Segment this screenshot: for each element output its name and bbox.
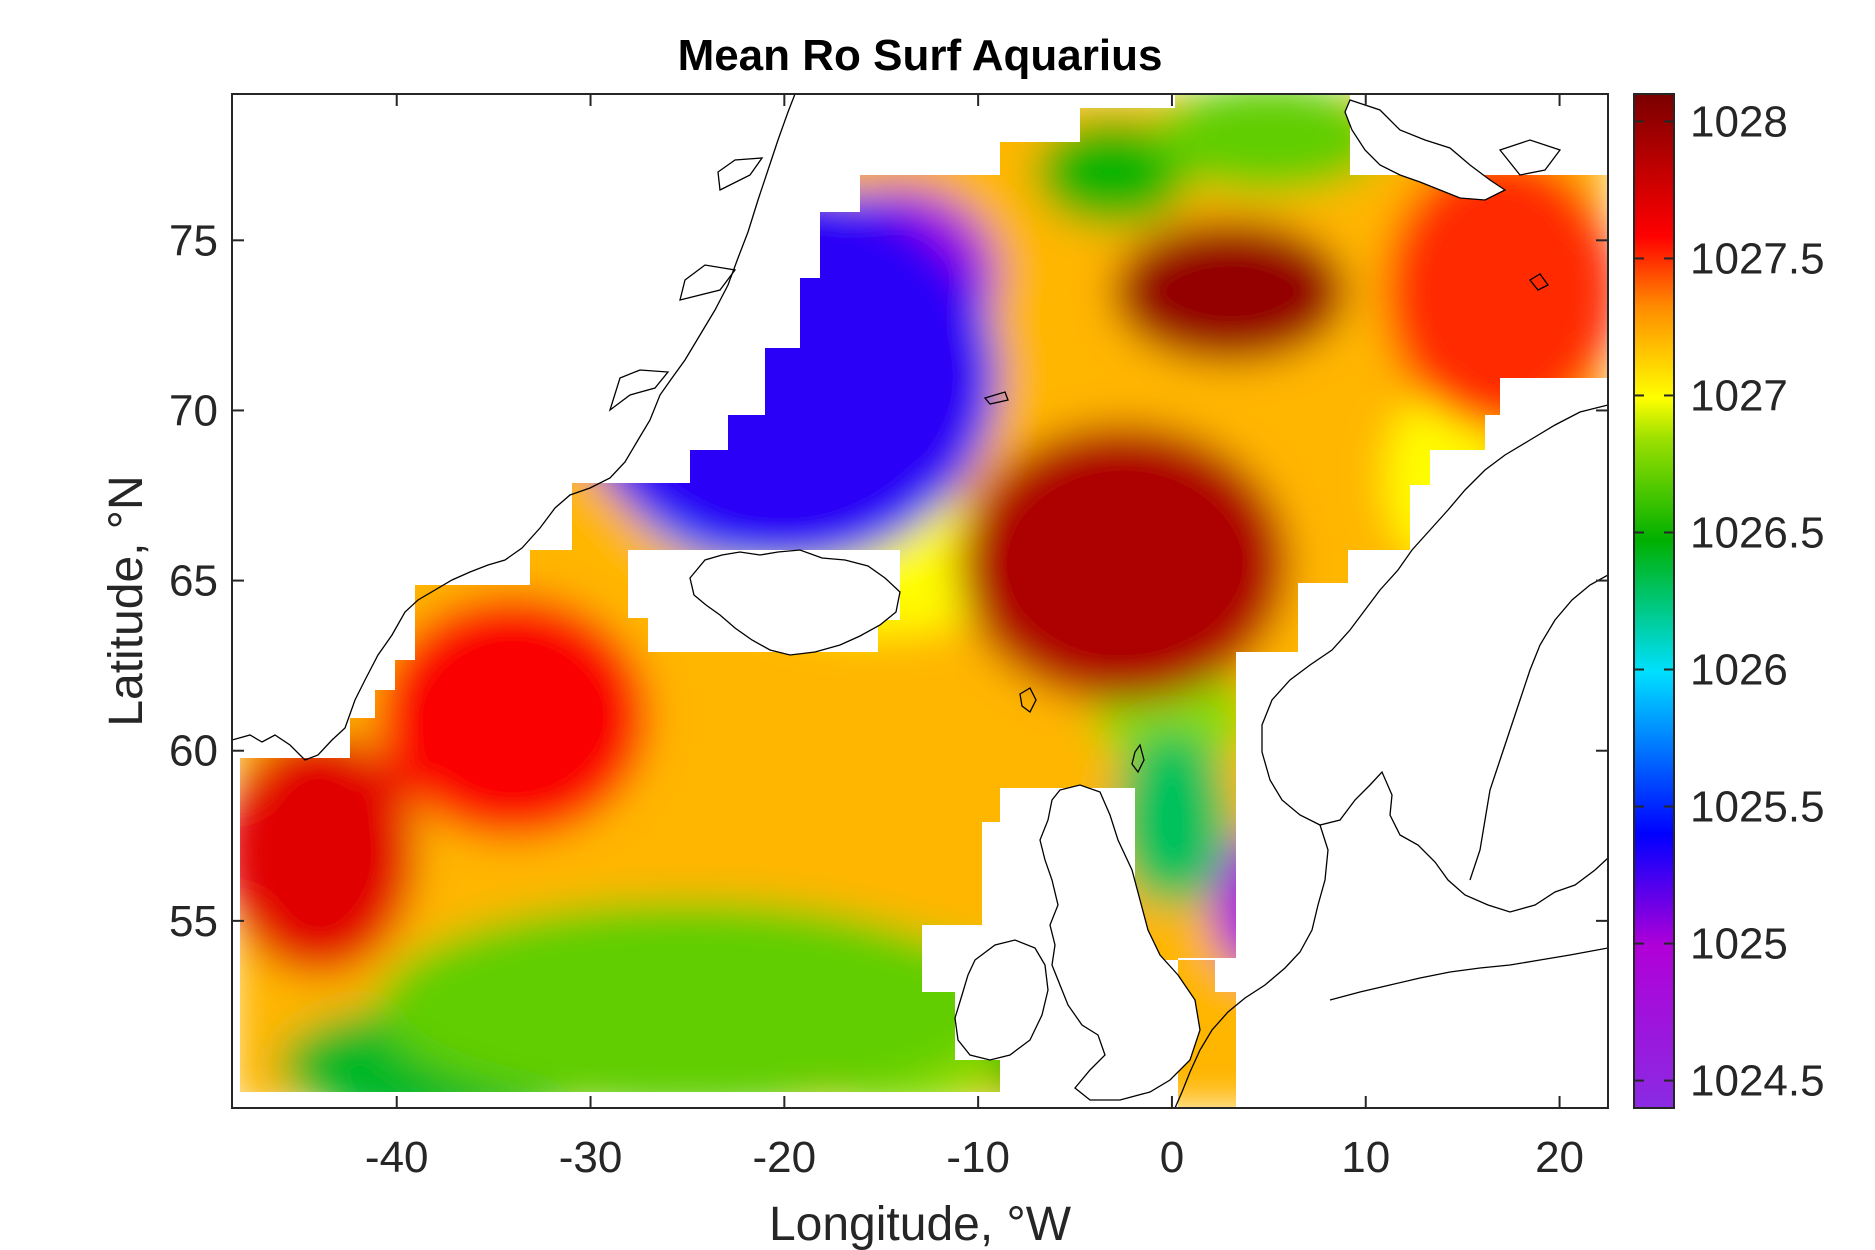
colorbar-tick-label: 1026 (1690, 646, 1788, 695)
field-region (376, 594, 650, 839)
x-tick-label: -20 (753, 1133, 817, 1182)
field-region (376, 900, 999, 1108)
y-axis-label: Latitude, °N (100, 475, 153, 726)
plot-frame (231, 93, 1609, 1109)
field-region (232, 730, 417, 975)
svalbard (1344, 99, 1507, 201)
colorbar-ticks: 1024.5 1025 1025.5 1026 1026.5 1027 1027.5 1028 (1634, 97, 1825, 1106)
colorbar-tick-label: 1025 (1690, 920, 1788, 969)
y-tick-label: 60 (169, 727, 218, 776)
y-tick-label: 70 (169, 386, 218, 435)
colorbar-tick-label: 1026.5 (1690, 508, 1825, 557)
x-tick-label: -40 (365, 1133, 429, 1182)
colorbar-tick-label: 1024.5 (1690, 1057, 1825, 1106)
field-region (958, 424, 1289, 703)
continent-coast (1174, 824, 1329, 1108)
y-tick-label: 55 (169, 897, 218, 946)
map-plot-area (232, 94, 1608, 1108)
x-tick-label: -10 (946, 1133, 1010, 1182)
field-region (667, 662, 960, 941)
x-axis: -40 -30 -20 -10 0 10 20 (365, 94, 1584, 1182)
greenland-coast (232, 94, 796, 761)
field-region (1384, 152, 1608, 431)
faroe (1019, 687, 1037, 713)
colorbar-tick-label: 1027 (1690, 371, 1788, 420)
x-tick-label: 10 (1341, 1133, 1390, 1182)
field-region (1113, 730, 1231, 907)
x-tick-label: -30 (559, 1133, 623, 1182)
coastlines (232, 94, 1608, 1108)
iceland (689, 549, 901, 656)
x-axis-label: Longitude, °W (769, 1198, 1072, 1250)
scandinavia-coast (1261, 404, 1608, 913)
y-axis: 55 60 65 70 75 (169, 216, 1608, 946)
great-britain (1039, 784, 1201, 1101)
field-region (1113, 220, 1347, 363)
chart-title: Mean Ro Surf Aquarius (678, 31, 1163, 80)
colorbar: 1024.5 1025 1025.5 1026 1026.5 1027 1027.5 1028 (1633, 93, 1825, 1109)
y-tick-label: 75 (169, 216, 218, 265)
field-region (1035, 118, 1192, 227)
colorbar-gradient (1633, 93, 1675, 1109)
ireland (954, 939, 1049, 1061)
colorbar-tick-label: 1028 (1690, 97, 1788, 146)
colorbar-tick-label: 1027.5 (1690, 234, 1825, 283)
x-tick-label: 20 (1535, 1133, 1584, 1182)
y-tick-label: 65 (169, 557, 218, 606)
x-tick-label: 0 (1160, 1133, 1184, 1182)
field-region (1151, 94, 1386, 193)
colorbar-tick-label: 1025.5 (1690, 783, 1825, 832)
